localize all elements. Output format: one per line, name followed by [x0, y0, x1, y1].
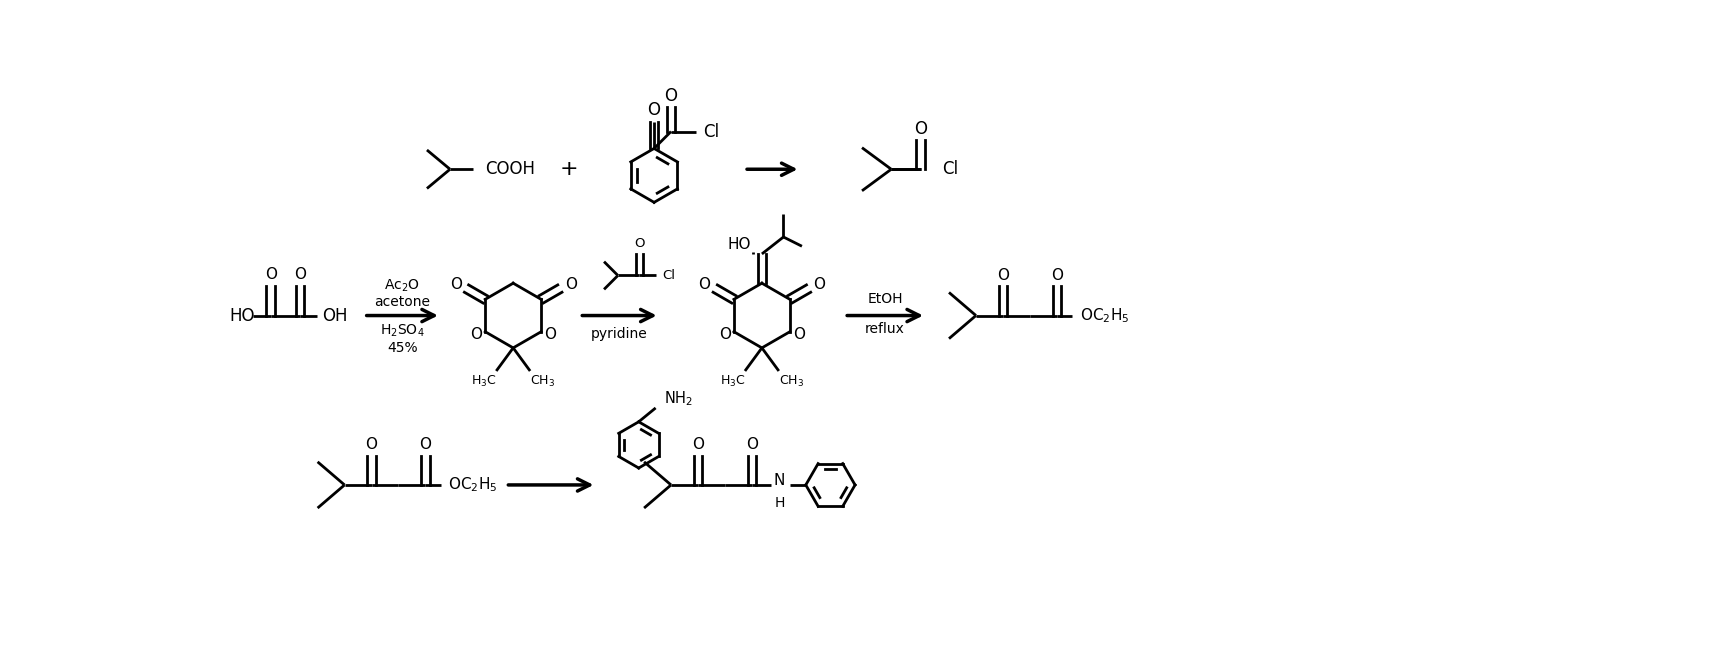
- Text: O: O: [794, 327, 806, 342]
- Text: pyridine: pyridine: [591, 327, 648, 341]
- Text: O: O: [718, 327, 730, 342]
- Text: O: O: [648, 101, 661, 119]
- Text: Cl: Cl: [703, 123, 720, 141]
- Text: +: +: [560, 159, 579, 179]
- Text: O: O: [471, 327, 483, 342]
- Text: Cl: Cl: [941, 161, 959, 178]
- Text: O: O: [665, 87, 677, 105]
- Text: Ac$_2$O: Ac$_2$O: [385, 278, 421, 294]
- Text: O: O: [699, 277, 711, 292]
- Text: H$_2$SO$_4$: H$_2$SO$_4$: [380, 323, 424, 339]
- Text: HO: HO: [727, 237, 751, 252]
- Text: O: O: [746, 438, 758, 452]
- Text: N: N: [773, 473, 785, 488]
- Text: OC$_2$H$_5$: OC$_2$H$_5$: [1081, 306, 1129, 325]
- Text: O: O: [366, 438, 378, 452]
- Text: O: O: [996, 268, 1008, 283]
- Text: O: O: [294, 267, 306, 282]
- Text: O: O: [813, 277, 825, 292]
- Text: OH: OH: [323, 306, 349, 324]
- Text: O: O: [634, 236, 644, 250]
- Text: EtOH: EtOH: [868, 292, 904, 306]
- Text: CH$_3$: CH$_3$: [778, 374, 804, 388]
- Text: CH$_3$: CH$_3$: [529, 374, 555, 388]
- Text: Cl: Cl: [661, 269, 675, 282]
- Text: O: O: [545, 327, 557, 342]
- Text: H$_3$C: H$_3$C: [471, 374, 497, 388]
- Text: O: O: [1051, 268, 1063, 283]
- Text: OC$_2$H$_5$: OC$_2$H$_5$: [448, 476, 498, 494]
- Text: H$_3$C: H$_3$C: [720, 374, 746, 388]
- Text: O: O: [450, 277, 462, 292]
- Text: O: O: [419, 438, 431, 452]
- Text: COOH: COOH: [484, 161, 534, 178]
- Text: acetone: acetone: [375, 296, 430, 310]
- Text: H: H: [775, 496, 785, 510]
- Text: O: O: [914, 120, 928, 139]
- Text: reflux: reflux: [866, 322, 905, 336]
- Text: NH$_2$: NH$_2$: [665, 390, 694, 408]
- Text: O: O: [692, 438, 704, 452]
- Text: HO: HO: [230, 306, 254, 324]
- Text: 45%: 45%: [387, 341, 417, 355]
- Text: O: O: [565, 277, 577, 292]
- Text: O: O: [265, 267, 277, 282]
